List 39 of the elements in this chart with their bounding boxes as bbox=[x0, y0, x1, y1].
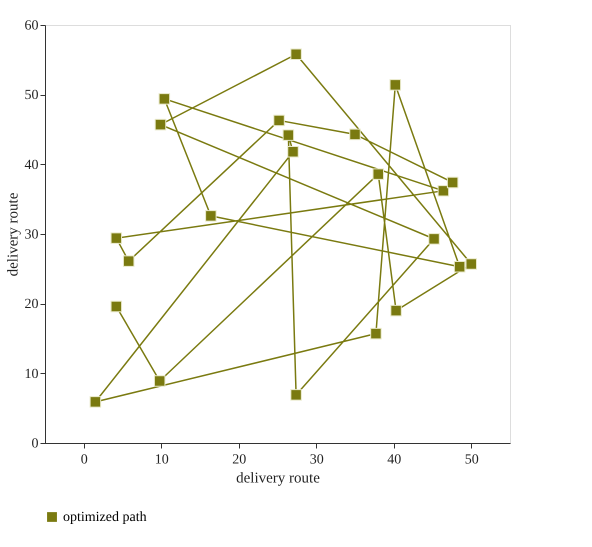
point bbox=[438, 185, 450, 197]
point bbox=[446, 176, 458, 188]
point bbox=[158, 93, 170, 105]
x-tick-label: 30 bbox=[310, 452, 324, 468]
point bbox=[372, 168, 384, 180]
x-tick-label: 40 bbox=[387, 452, 402, 468]
y-tick-label: 20 bbox=[24, 297, 38, 312]
y-axis-title: delivery route bbox=[6, 192, 22, 276]
point bbox=[454, 261, 466, 272]
x-tick-label: 20 bbox=[232, 452, 246, 468]
y-tick-label: 10 bbox=[24, 366, 38, 382]
legend-label: optimized path bbox=[63, 510, 147, 525]
point bbox=[273, 114, 285, 126]
point bbox=[154, 118, 166, 130]
y-tick-label: 60 bbox=[24, 18, 38, 34]
y-tick-label: 0 bbox=[32, 436, 38, 452]
point bbox=[110, 300, 122, 312]
point bbox=[428, 233, 440, 245]
y-tick-label: 40 bbox=[24, 158, 38, 173]
x-tick-label: 10 bbox=[154, 452, 169, 468]
point bbox=[370, 328, 382, 340]
point bbox=[349, 128, 361, 140]
point bbox=[466, 258, 477, 270]
y-tick-label: 50 bbox=[24, 88, 38, 104]
point bbox=[390, 304, 402, 316]
point bbox=[122, 255, 134, 267]
point bbox=[390, 79, 402, 91]
point bbox=[205, 210, 217, 222]
x-tick-label: 50 bbox=[464, 452, 479, 468]
point bbox=[290, 389, 302, 401]
point bbox=[282, 129, 294, 141]
point bbox=[154, 375, 166, 387]
point bbox=[287, 146, 299, 158]
point bbox=[110, 232, 122, 244]
x-tick-label: 0 bbox=[80, 452, 88, 468]
y-tick-label: 30 bbox=[24, 228, 38, 242]
point bbox=[290, 48, 302, 60]
x-axis-title: delivery route bbox=[236, 470, 320, 486]
point bbox=[90, 396, 102, 408]
